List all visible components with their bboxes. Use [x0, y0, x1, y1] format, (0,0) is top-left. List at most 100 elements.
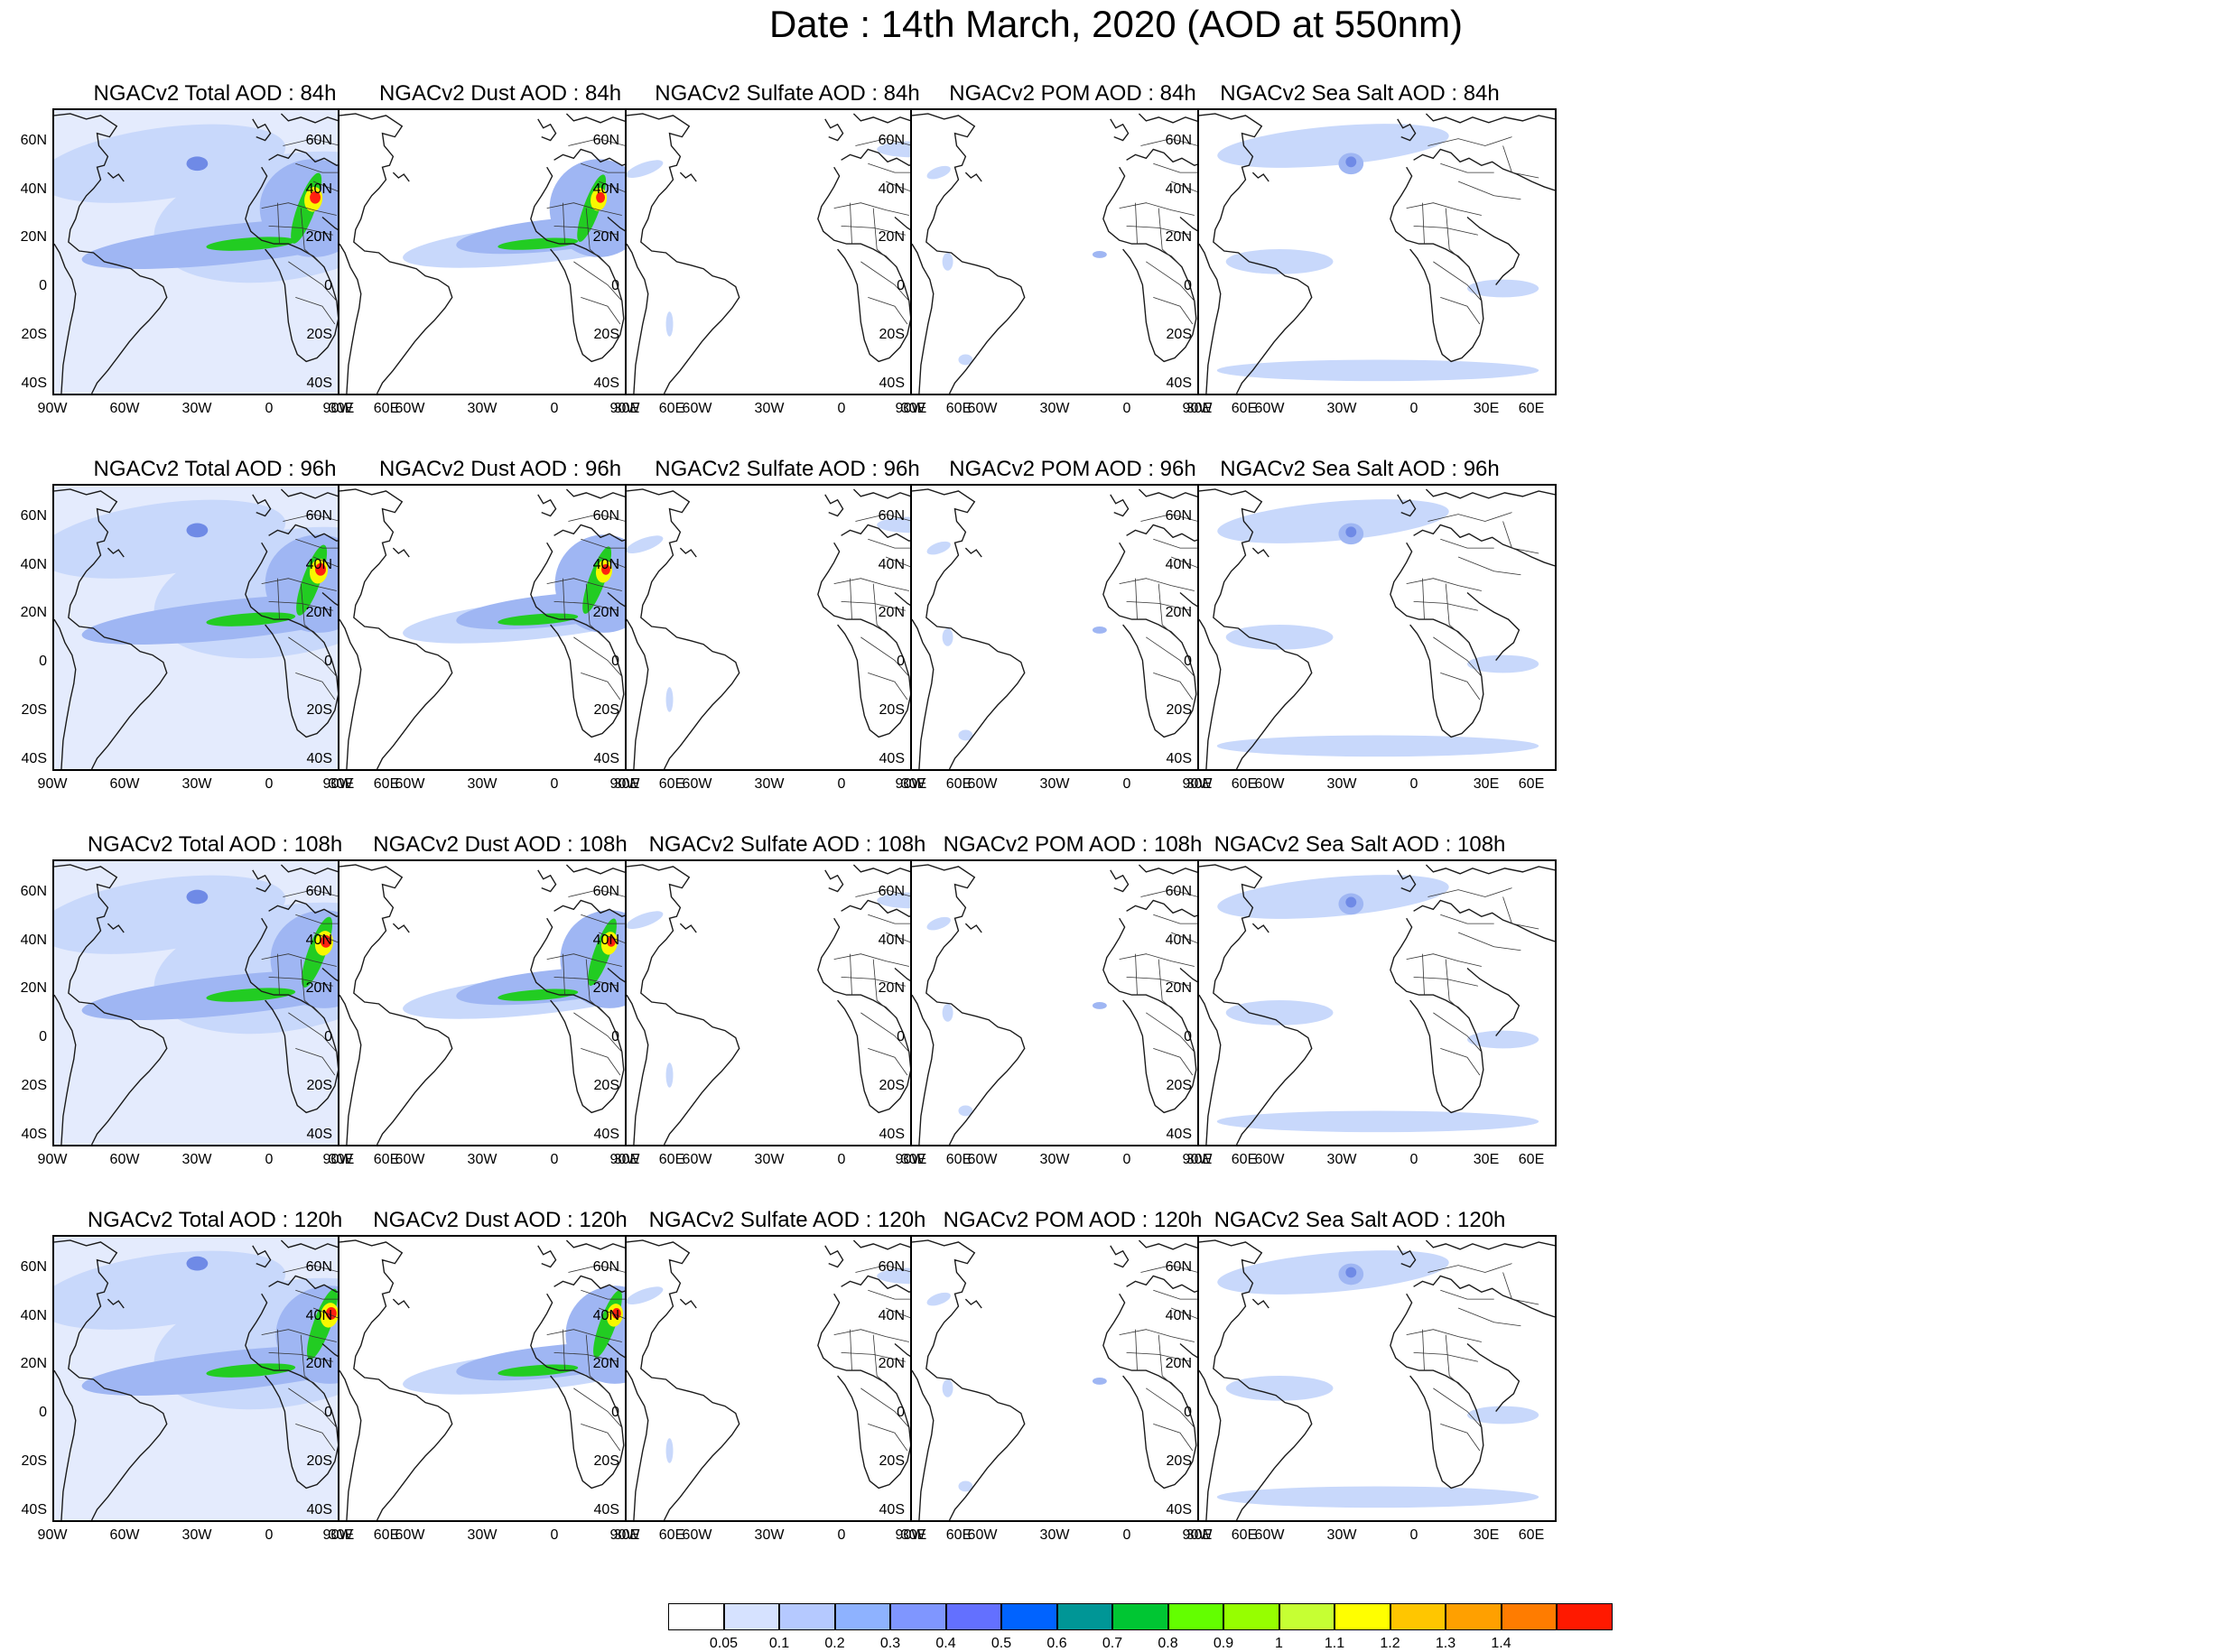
lon-tick-label: 60W [967, 401, 998, 416]
lon-tick-label: 0 [1409, 1527, 1418, 1543]
colorbar-label: 1.1 [1324, 1636, 1345, 1651]
lat-tick-label: 40S [593, 376, 619, 391]
lat-tick-label: 20N [878, 1356, 905, 1371]
aod-field [926, 165, 1107, 366]
lon-tick-label: 0 [550, 1527, 559, 1543]
lat-tick-label: 0 [324, 654, 332, 669]
coastlines [1199, 864, 1555, 1145]
colorbar-label: 0.6 [1046, 1636, 1067, 1651]
lon-tick-label: 60E [658, 401, 685, 416]
colorbar-swatch [1279, 1603, 1335, 1630]
lat-tick-label: 40S [1166, 1127, 1192, 1142]
lat-tick-label: 0 [611, 278, 619, 293]
lon-tick-label: 0 [265, 401, 274, 416]
lat-tick-label: 20S [306, 702, 332, 718]
lat-tick-label: 40N [305, 557, 332, 572]
panel-title: NGACv2 POM AOD : 84h [949, 81, 1196, 106]
map-panel-seasalt: NGACv2 Sea Salt AOD : 108h 60N 40N 20N 0 20S 4… [1161, 831, 1558, 1193]
lat-tick-label: 0 [39, 1029, 47, 1044]
lat-tick-label: 40N [878, 933, 905, 948]
panel-title: NGACv2 Total AOD : 96h [93, 457, 337, 481]
lon-tick-label: 90W [609, 401, 640, 416]
lon-tick-label: 60W [109, 401, 140, 416]
map-panel-seasalt: NGACv2 Sea Salt AOD : 96h 60N 40N 20N 0 20S 40… [1161, 455, 1558, 818]
lon-tick-label: 90W [1182, 776, 1213, 792]
lon-tick-label: 60E [373, 1527, 400, 1543]
lat-tick-label: 0 [39, 1405, 47, 1420]
lat-tick-label: 60N [592, 1259, 619, 1275]
panel-title: NGACv2 Sea Salt AOD : 96h [1220, 457, 1500, 481]
lon-tick-label: 90W [1182, 1152, 1213, 1167]
lon-tick-label: 30E [328, 1152, 355, 1167]
lon-tick-label: 30E [613, 776, 640, 792]
lat-tick-label: 60N [878, 884, 905, 899]
lat-tick-label: 40N [1165, 557, 1192, 572]
lon-tick-label: 90W [895, 401, 925, 416]
lon-tick-label: 90W [1182, 1527, 1213, 1543]
lon-tick-label: 0 [1409, 1152, 1418, 1167]
lat-tick-label: 20S [21, 1078, 47, 1093]
lat-tick-label: 0 [324, 278, 332, 293]
lon-tick-label: 90W [322, 776, 353, 792]
lat-tick-label: 20N [878, 980, 905, 996]
lat-tick-label: 40N [1165, 1308, 1192, 1323]
lon-tick-label: 0 [837, 1152, 846, 1167]
colorbar-swatch [890, 1603, 946, 1630]
lat-tick-label: 20N [305, 980, 332, 996]
lat-tick-label: 20S [1166, 1453, 1192, 1469]
lat-tick-label: 20S [593, 1078, 619, 1093]
map-plot [339, 113, 695, 394]
lon-tick-label: 0 [837, 1527, 846, 1543]
lon-tick-label: 60E [658, 1527, 685, 1543]
colorbar-swatch [723, 1603, 779, 1630]
colorbar-label: 1 [1275, 1636, 1283, 1651]
lat-tick-label: 40N [592, 181, 619, 197]
panel-title: NGACv2 Sea Salt AOD : 120h [1214, 1208, 1506, 1232]
lat-tick-label: 40S [879, 376, 905, 391]
lon-tick-label: 0 [550, 401, 559, 416]
lon-tick-label: 30E [1473, 776, 1500, 792]
lon-tick-label: 60E [373, 776, 400, 792]
lon-tick-label: 60W [109, 776, 140, 792]
lat-tick-label: 20S [879, 1453, 905, 1469]
colorbar-swatch [1557, 1603, 1613, 1630]
lat-tick-label: 60N [20, 133, 47, 148]
colorbar-swatch [779, 1603, 835, 1630]
lon-tick-label: 0 [1122, 401, 1131, 416]
lat-tick-label: 40S [21, 376, 47, 391]
lon-tick-label: 30W [1039, 401, 1070, 416]
lon-tick-label: 90W [1182, 401, 1213, 416]
lon-tick-label: 60W [682, 401, 712, 416]
lat-tick-label: 40S [306, 376, 332, 391]
lat-tick-label: 60N [1165, 884, 1192, 899]
lat-tick-label: 20S [21, 702, 47, 718]
lat-tick-label: 60N [305, 508, 332, 524]
lon-tick-label: 30E [900, 776, 927, 792]
lon-tick-label: 60E [1518, 401, 1545, 416]
lon-tick-label: 0 [1122, 776, 1131, 792]
map-frame [1197, 1235, 1557, 1522]
colorbar-swatch [1390, 1603, 1446, 1630]
panel-title: NGACv2 Total AOD : 120h [87, 1208, 343, 1232]
map-plot [54, 486, 410, 769]
lat-tick-label: 40S [593, 751, 619, 766]
lon-tick-label: 60W [109, 1527, 140, 1543]
lat-tick-label: 0 [324, 1029, 332, 1044]
lon-tick-label: 60W [109, 1152, 140, 1167]
lat-tick-label: 20N [305, 229, 332, 245]
lon-tick-label: 60W [682, 1527, 712, 1543]
panel-title: NGACv2 POM AOD : 96h [949, 457, 1196, 481]
lon-tick-label: 60W [395, 776, 425, 792]
lon-tick-label: 30E [328, 776, 355, 792]
lat-tick-label: 40S [1166, 751, 1192, 766]
colorbar-swatch [1223, 1603, 1279, 1630]
colorbar-swatch [1112, 1603, 1168, 1630]
lon-tick-label: 60W [395, 401, 425, 416]
lat-tick-label: 40N [305, 933, 332, 948]
lat-tick-label: 0 [611, 1029, 619, 1044]
lat-tick-label: 20S [879, 327, 905, 342]
lat-tick-label: 40S [306, 751, 332, 766]
lat-tick-label: 40N [878, 557, 905, 572]
lon-tick-label: 60E [373, 1152, 400, 1167]
lat-tick-label: 0 [611, 1405, 619, 1420]
